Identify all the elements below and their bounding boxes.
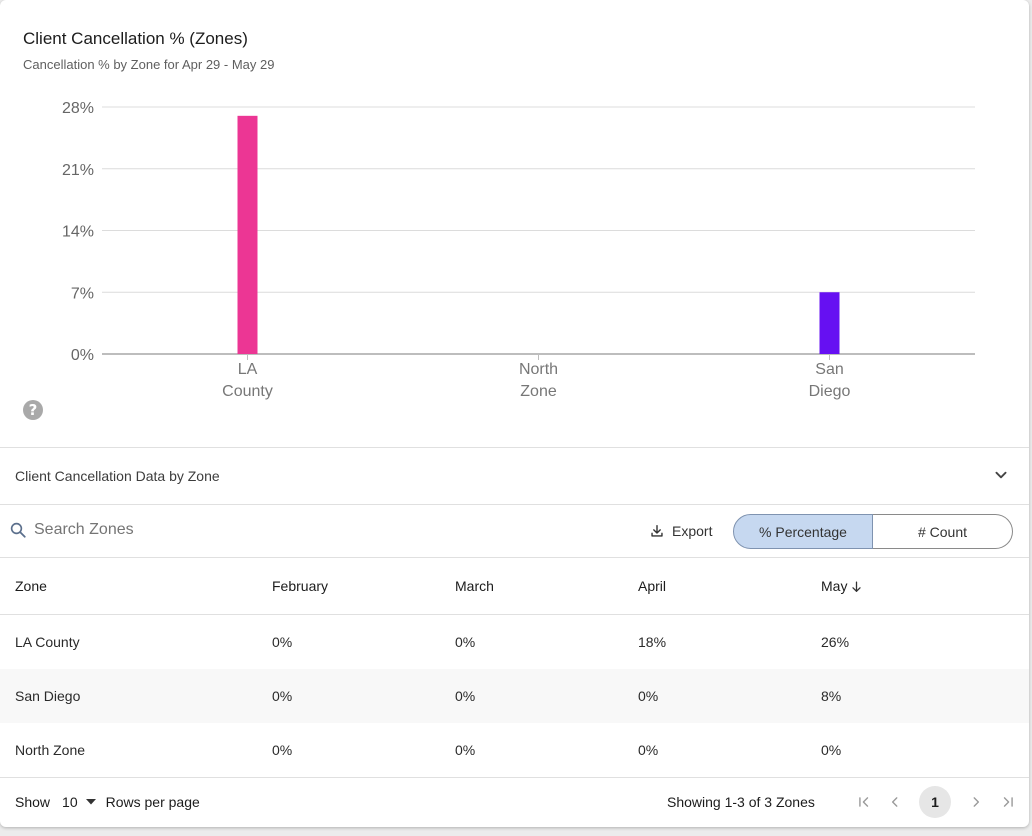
chevron-down-icon[interactable] xyxy=(990,464,1012,486)
mode-toggle: % Percentage # Count xyxy=(733,514,1013,549)
cell-may: 8% xyxy=(821,669,1029,723)
search-icon xyxy=(10,522,26,538)
y-tick-label: 0% xyxy=(71,347,94,364)
section-title: Client Cancellation Data by Zone xyxy=(15,468,220,484)
cell-march: 0% xyxy=(455,669,638,723)
cell-april: 0% xyxy=(638,742,659,758)
caret-down-icon xyxy=(85,799,96,805)
cell-zone: San Diego xyxy=(0,669,272,723)
last-page-button[interactable] xyxy=(992,786,1024,818)
divider xyxy=(0,777,1029,778)
divider xyxy=(0,447,1029,448)
count-toggle-button[interactable]: # Count xyxy=(873,514,1013,549)
percentage-toggle-button[interactable]: % Percentage xyxy=(733,514,873,549)
next-page-button[interactable] xyxy=(960,786,992,818)
export-label: Export xyxy=(672,523,713,539)
cell-march: 0% xyxy=(455,742,476,758)
bar xyxy=(237,115,258,354)
cell-february: 0% xyxy=(272,634,293,650)
export-button[interactable]: Export xyxy=(650,520,712,542)
first-page-icon xyxy=(859,797,869,807)
y-tick-label: 28% xyxy=(62,100,94,117)
cell-zone: LA County xyxy=(15,634,80,650)
table-row: LA County 0% 0% 18% 26% xyxy=(0,615,1029,670)
previous-page-button[interactable] xyxy=(879,786,911,818)
search-input[interactable] xyxy=(34,518,294,542)
x-tick-label: LA xyxy=(238,361,258,378)
table-row: North Zone 0% 0% 0% 0% xyxy=(0,723,1029,777)
cell-zone: North Zone xyxy=(15,742,86,758)
chart-subtitle: Cancellation % by Zone for Apr 29 - May … xyxy=(23,57,275,72)
zone-table: Zone February March April May LA County … xyxy=(0,558,1029,777)
y-tick-label: 21% xyxy=(62,162,94,179)
cell-april: 0% xyxy=(638,669,821,723)
column-header-label: May xyxy=(821,577,848,594)
table-row: San Diego 0% 0% 0% 8% xyxy=(0,669,1029,723)
column-header-march[interactable]: March xyxy=(455,558,638,615)
x-tick-label: San xyxy=(815,361,843,378)
column-header-april[interactable]: April xyxy=(638,558,821,615)
chevron-left-icon xyxy=(891,797,898,807)
first-page-button[interactable] xyxy=(848,786,880,818)
showing-range-text: Showing 1-3 of 3 Zones xyxy=(667,794,815,810)
rows-per-page-select[interactable]: 10 xyxy=(62,794,96,810)
rows-per-page-label: Rows per page xyxy=(105,794,200,810)
rows-per-page-control: Show 10 Rows per page xyxy=(15,794,200,810)
column-header-may[interactable]: May xyxy=(821,558,1029,615)
bar-chart: 0% 7% 14% 21% 28% LA County North Zone San Diego xyxy=(62,100,975,400)
last-page-icon xyxy=(1003,797,1013,807)
cell-may: 0% xyxy=(821,742,842,758)
column-header-february[interactable]: February xyxy=(272,558,455,615)
divider xyxy=(0,504,1029,505)
table-header-row: Zone February March April May xyxy=(0,558,1029,615)
page-button-current[interactable]: 1 xyxy=(919,786,951,818)
y-tick-label: 7% xyxy=(71,285,94,302)
cell-february: 0% xyxy=(272,742,293,758)
cell-february: 0% xyxy=(272,669,455,723)
x-tick-label: Zone xyxy=(520,383,557,400)
cell-april: 18% xyxy=(638,634,667,650)
rows-per-page-value: 10 xyxy=(62,794,78,810)
x-tick-label: North xyxy=(519,361,558,378)
x-tick-label: County xyxy=(222,383,273,400)
y-tick-label: 14% xyxy=(62,224,94,241)
question-circle-icon[interactable]: ? xyxy=(23,400,43,420)
chart-title: Client Cancellation % (Zones) xyxy=(23,29,248,48)
download-icon xyxy=(651,525,663,537)
divider xyxy=(0,557,1029,558)
arrow-down-icon xyxy=(852,581,862,593)
chevron-right-icon xyxy=(973,797,980,807)
cell-march: 0% xyxy=(455,634,476,650)
column-header-zone[interactable]: Zone xyxy=(0,558,272,615)
x-tick-label: Diego xyxy=(809,383,851,400)
show-label: Show xyxy=(15,794,51,810)
bar xyxy=(819,292,840,354)
cell-may: 26% xyxy=(821,634,850,650)
